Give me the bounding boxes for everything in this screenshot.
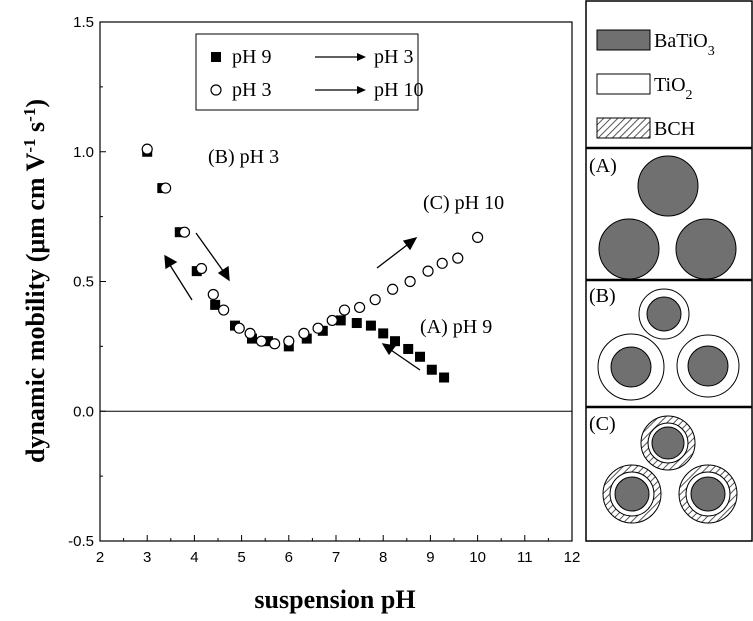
annotation: (C) pH 10: [423, 192, 504, 214]
schematic: (A) (B) (C): [585, 0, 753, 542]
x-tick-label: 11: [517, 549, 533, 566]
point: [422, 265, 434, 277]
legend-arrow-head: [357, 86, 366, 94]
x-tick-label: 5: [237, 549, 245, 566]
panel-label: (C): [589, 413, 616, 435]
point: [335, 315, 346, 326]
x-tick-label: 7: [332, 549, 340, 566]
x-tick-label: 3: [143, 549, 151, 566]
x-tick-label: 10: [469, 549, 486, 566]
legend-label: pH 3: [232, 79, 271, 101]
x-tick-label: 9: [426, 549, 434, 566]
y-axis-label: dynamic mobility (μm cm V-1 s-1): [20, 99, 51, 463]
schematic-legend-label: BaTiO3: [654, 30, 715, 59]
point: [404, 275, 416, 288]
point: [436, 257, 448, 269]
point: [390, 336, 400, 347]
legend-label: pH 9: [232, 46, 271, 68]
y-tick-label: 0.5: [73, 274, 94, 291]
text-part: TiO: [654, 74, 686, 96]
point: [298, 327, 310, 339]
x-axis-label: suspension pH: [254, 585, 415, 614]
point: [312, 322, 324, 334]
script-text: -1: [20, 138, 39, 152]
annotation: (A) pH 9: [420, 316, 492, 338]
script-text: 2: [686, 88, 693, 103]
point: [178, 226, 191, 238]
panel-label: (B): [589, 285, 616, 307]
point: [338, 304, 351, 316]
point: [283, 335, 295, 347]
point: [415, 351, 426, 362]
point: [472, 231, 484, 243]
x-tick-label: 6: [285, 549, 293, 566]
x-tick-label: 4: [190, 549, 198, 566]
schematic-legend-label: BCH: [654, 118, 695, 140]
point: [326, 314, 338, 327]
y-tick-label: 0.0: [73, 403, 94, 420]
point: [387, 283, 399, 295]
point: [369, 294, 381, 306]
point: [378, 328, 389, 339]
script-text: -1: [20, 108, 39, 122]
text-part: BCH: [654, 118, 695, 140]
panel-label: (A): [589, 155, 617, 177]
x-tick-label: 12: [564, 549, 581, 566]
point: [354, 301, 366, 314]
legend-label: pH 3: [374, 46, 413, 68]
point: [426, 364, 437, 375]
point: [141, 143, 153, 155]
point: [269, 338, 281, 350]
point: [244, 327, 256, 339]
schematic-legend-label: TiO2: [654, 74, 693, 103]
point: [263, 336, 274, 347]
point: [365, 320, 376, 331]
legend-marker: [211, 52, 221, 62]
legend-marker: [210, 84, 222, 96]
point: [207, 288, 219, 301]
direction-arrows: [164, 232, 421, 371]
point: [301, 333, 312, 344]
legend-box: [195, 33, 419, 111]
annotation: (B) pH 3: [208, 146, 279, 168]
text-part: ): [21, 99, 50, 108]
x-tick-label: 2: [96, 549, 104, 566]
point: [439, 372, 450, 383]
legend-arrow-head: [357, 53, 366, 61]
legend-label: pH 10: [374, 79, 423, 101]
point: [233, 322, 245, 334]
point: [351, 318, 362, 329]
point: [255, 335, 268, 347]
point: [218, 304, 230, 316]
text-part: dynamic mobility (μm cm V: [21, 152, 50, 463]
text-part: s: [21, 122, 50, 139]
point: [195, 262, 208, 275]
point: [452, 252, 464, 264]
y-tick-label: 1.5: [73, 14, 94, 31]
y-tick-label: -0.5: [68, 533, 94, 550]
point: [160, 182, 172, 194]
text-part: BaTiO: [654, 30, 708, 52]
point: [210, 299, 221, 310]
x-tick-label: 8: [379, 549, 387, 566]
script-text: 3: [708, 44, 715, 59]
point: [403, 343, 414, 354]
y-tick-label: 1.0: [73, 144, 94, 161]
